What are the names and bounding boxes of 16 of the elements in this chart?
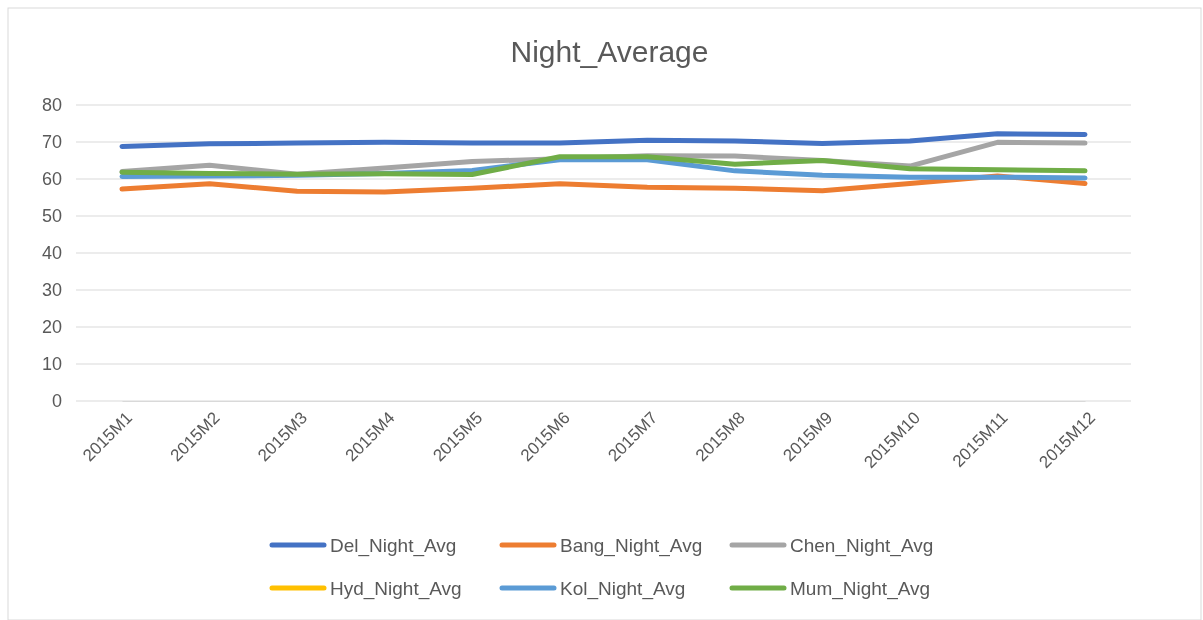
- legend-label: Del_Night_Avg: [330, 535, 457, 557]
- legend-label: Chen_Night_Avg: [790, 535, 934, 557]
- y-tick-label: 0: [51, 391, 62, 412]
- legend-label: Kol_Night_Avg: [560, 578, 686, 600]
- legend-label: Mum_Night_Avg: [790, 578, 931, 600]
- y-tick-label: 60: [41, 169, 62, 190]
- y-tick-label: 10: [41, 354, 62, 375]
- y-tick-label: 30: [41, 280, 62, 301]
- y-tick-label: 20: [41, 317, 62, 338]
- y-tick-label: 80: [41, 95, 62, 116]
- y-tick-label: 70: [41, 132, 62, 153]
- legend-label: Hyd_Night_Avg: [330, 578, 462, 600]
- chart-title: Night_Average: [510, 35, 709, 68]
- y-tick-label: 50: [41, 206, 62, 227]
- legend-label: Bang_Night_Avg: [560, 535, 703, 557]
- y-tick-label: 40: [41, 243, 62, 264]
